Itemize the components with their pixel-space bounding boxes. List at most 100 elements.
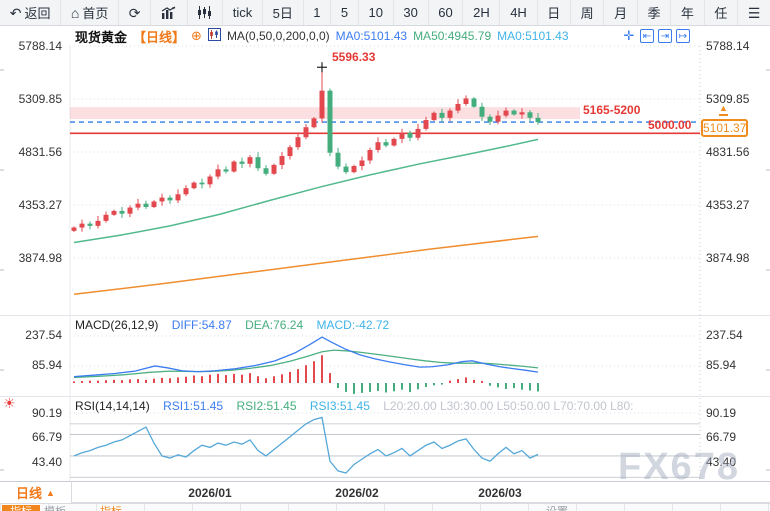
axis-label: 4353.27 [706, 197, 750, 212]
toolbar-item-2H[interactable]: 2H [463, 0, 501, 25]
toolbar-label: 1 [313, 5, 321, 20]
menu-icon: ☰ [747, 4, 761, 21]
period-label[interactable]: 【日线】 [133, 29, 186, 45]
ma0-value-2: MA0:5101.43 [497, 29, 569, 43]
bottom-tab-指标[interactable]: 指标 [100, 505, 122, 511]
toolbar-item-任[interactable]: 任 [705, 0, 739, 25]
macd-header: MACD(26,12,9) DIFF:54.87 DEA:76.24 MACD:… [75, 318, 399, 332]
toolbar-label: 60 [438, 5, 453, 20]
toolbar-label: 30 [403, 5, 418, 20]
bottom-tab-设置[interactable]: 设置 [546, 505, 568, 511]
scale-left-icon[interactable]: ⇤ [640, 29, 654, 43]
toolbar-item-menu-icon[interactable]: ☰ [738, 0, 770, 25]
axis-label: 5309.85 [18, 91, 62, 106]
ma0-value: MA0:5101.43 [335, 29, 408, 43]
toolbar-label: 周 [580, 6, 594, 21]
toolbar-label: 月 [614, 6, 628, 21]
toolbar-item-refresh-icon[interactable]: ⟳ [119, 0, 152, 25]
scale-right-icon[interactable]: ⇥ [658, 29, 672, 43]
toolbar-label: tick [232, 5, 253, 20]
toolbar-item-5日[interactable]: 5日 [263, 0, 304, 25]
axis-label: 4831.56 [18, 144, 62, 159]
toolbar-label: 4H [510, 5, 527, 20]
toolbar-item-1[interactable]: 1 [304, 0, 332, 25]
axis-label: 4353.27 [18, 197, 62, 212]
axis-label: 43.40 [706, 455, 737, 470]
toolbar-item-月[interactable]: 月 [604, 0, 638, 25]
rsi-header: RSI(14,14,14) RSI1:51.45 RSI2:51.45 RSI3… [75, 399, 700, 413]
toolbar-label: 返回 [24, 6, 51, 21]
add-compare-icon[interactable]: ⊕ [191, 28, 202, 43]
toolbar-item-trend-chart-icon[interactable] [151, 0, 188, 25]
x-axis-label: 2026/01 [188, 486, 232, 500]
toolbar-item-4H[interactable]: 4H [500, 0, 538, 25]
refresh-icon: ⟳ [128, 4, 141, 21]
toolbar-label: 季 [647, 6, 661, 21]
chart-header: 现货黄金 【日线】 ⊕ MA(0,50,0,200,0,0) MA0:5101.… [0, 26, 770, 46]
triangle-up-icon: ▲ [46, 487, 55, 498]
ma-formula: MA(0,50,0,200,0,0) [226, 29, 330, 43]
axis-label: 3874.98 [706, 250, 750, 265]
axis-label: 5309.85 [706, 91, 750, 106]
toolbar-item-周[interactable]: 周 [571, 0, 605, 25]
x-axis-label: 2026/03 [478, 486, 522, 500]
axis-label: 66.79 [706, 430, 737, 445]
axis-label: 90.19 [31, 405, 62, 420]
macd-dea: DEA:76.24 [245, 318, 304, 332]
period-selector-tab[interactable]: 日线 ▲ [0, 481, 72, 503]
rsi-levels: L20:20.00 L30:30.00 L50:50.00 L70:70.00 … [383, 399, 634, 413]
macd-value: MACD:-42.72 [316, 318, 390, 332]
toolbar-item-60[interactable]: 60 [429, 0, 464, 25]
trend-chart-icon [161, 6, 177, 19]
axis-label: 5788.14 [706, 38, 750, 53]
scroll-latest-icon[interactable]: ↦ [676, 29, 690, 43]
x-axis-label: 2026/02 [335, 486, 379, 500]
ma50-value: MA50:4945.79 [413, 29, 492, 43]
axis-label: 4831.56 [706, 144, 750, 159]
toolbar-item-tick[interactable]: tick [223, 0, 263, 25]
pan-icon[interactable]: ✛ [622, 28, 636, 43]
bottom-tab-指标[interactable]: 指标 [2, 505, 40, 511]
rsi-name: RSI(14,14,14) [75, 399, 150, 413]
toolbar-label: 首页 [82, 6, 109, 21]
bottom-tab-bar: 指标模板指标设置 [0, 503, 770, 511]
toolbar-item-10[interactable]: 10 [359, 0, 394, 25]
instrument-title: 现货黄金 [75, 29, 128, 45]
current-price-box: 5101.37 [701, 119, 748, 137]
candles-icon [197, 6, 212, 19]
macd-diff: DIFF:54.87 [171, 318, 232, 332]
rsi2: RSI2:51.45 [236, 399, 297, 413]
support-level-label: 5000.00 [648, 118, 692, 132]
toolbar-item-30[interactable]: 30 [394, 0, 429, 25]
bottom-tab-模板[interactable]: 模板 [44, 505, 66, 511]
period-selector-label: 日线 [16, 486, 43, 501]
toolbar-item-日[interactable]: 日 [538, 0, 571, 25]
axis-label: 237.54 [706, 328, 743, 343]
toolbar-item-首页[interactable]: ⌂ 首页 [61, 0, 120, 25]
spike-price-label: 5596.33 [332, 50, 376, 64]
axis-label: 85.94 [706, 358, 737, 373]
toolbar-label: 5日 [272, 6, 293, 21]
sun-indicator-icon[interactable]: ☀ [3, 395, 16, 411]
toolbar-item-年[interactable]: 年 [671, 0, 705, 25]
jump-to-latest-icon[interactable]: ▲ [719, 104, 728, 116]
axis-label: 5788.14 [18, 38, 62, 53]
back-icon: ↶ [9, 4, 22, 21]
toolbar-label: 2H [473, 5, 490, 20]
toolbar-item-返回[interactable]: ↶ 返回 [0, 0, 62, 25]
axis-label: 85.94 [31, 358, 62, 373]
home-icon: ⌂ [70, 4, 80, 21]
axis-label: 3874.98 [18, 250, 62, 265]
toolbar-label: 年 [680, 6, 694, 21]
rsi3: RSI3:51.45 [309, 399, 370, 413]
axis-label: 90.19 [706, 405, 737, 420]
chart-tool-icons: ✛ ⇤ ⇥ ↦ [622, 29, 690, 43]
toolbar-item-季[interactable]: 季 [638, 0, 672, 25]
toolbar-label: 任 [714, 6, 728, 21]
toolbar-item-5[interactable]: 5 [331, 0, 359, 25]
toolbar-item-candles-icon[interactable] [188, 0, 223, 25]
toolbar-label: 日 [547, 6, 561, 21]
toolbar-label: 5 [340, 5, 349, 20]
